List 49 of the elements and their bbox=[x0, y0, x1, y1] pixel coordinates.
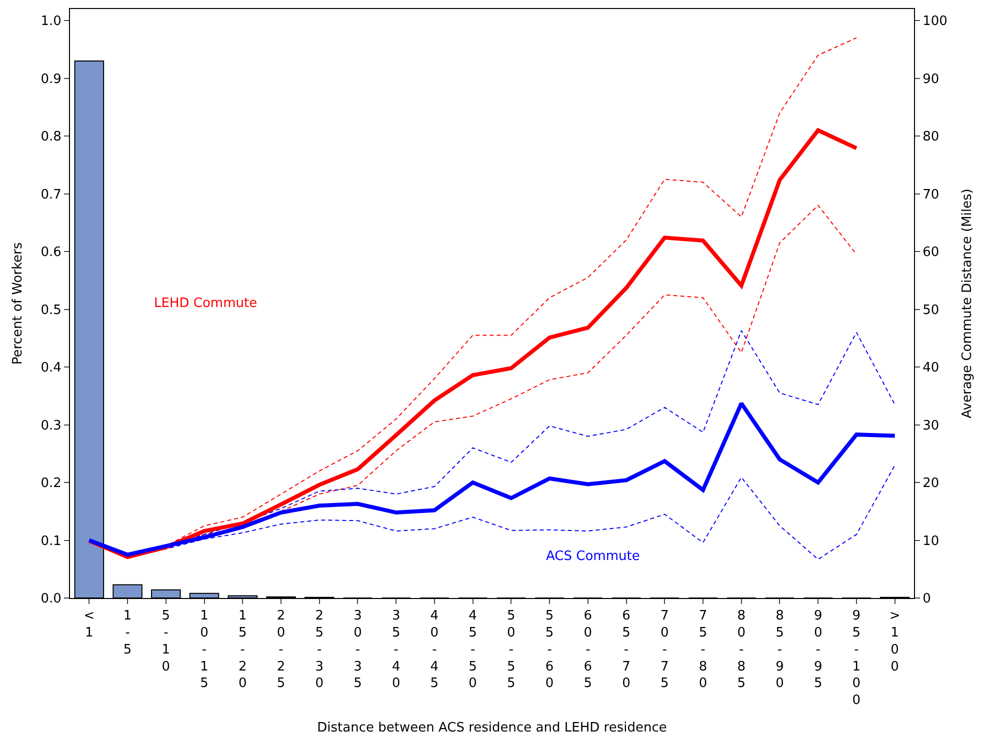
x-tick-label: 10-15 bbox=[200, 608, 208, 692]
x-tick-label: 60-65 bbox=[584, 608, 592, 692]
x-tick-label: 5-10 bbox=[162, 608, 170, 674]
y2-tick-label: 60 bbox=[922, 245, 940, 260]
y2-axis-title: Average Commute Distance (Miles) bbox=[960, 188, 976, 418]
y2-tick-label: 80 bbox=[922, 130, 940, 145]
x-axis-title: Distance between ACS residence and LEHD residence bbox=[317, 720, 667, 736]
text: LEHD Commute bbox=[154, 296, 258, 311]
y2-tick-label: 20 bbox=[922, 476, 940, 492]
x-tick-label: 40-45 bbox=[430, 608, 439, 692]
x-tick-label: 30-35 bbox=[354, 608, 362, 692]
y2-tick-label: 10 bbox=[922, 534, 940, 549]
y-tick-label: 0.2 bbox=[40, 476, 62, 492]
x-tick-label: 70-75 bbox=[660, 608, 669, 692]
y-tick-label: 0.6 bbox=[40, 245, 62, 260]
x-tick-label: 55-60 bbox=[545, 608, 554, 692]
y2-tick-label: 90 bbox=[922, 72, 940, 87]
y-tick-label: 0.3 bbox=[40, 418, 62, 434]
y-tick-label: 0.1 bbox=[40, 534, 62, 549]
y2-tick-label: 0 bbox=[922, 592, 931, 607]
x-tick-label: 80-85 bbox=[737, 608, 746, 692]
x-tick-label: <1 bbox=[84, 608, 95, 640]
x-tick-label: 50-55 bbox=[507, 608, 516, 692]
y2-tick-label: 70 bbox=[922, 187, 940, 202]
y2-tick-label: 50 bbox=[922, 302, 940, 318]
x-tick-label: 75-80 bbox=[698, 608, 708, 692]
y-tick-label: 0.7 bbox=[40, 187, 62, 202]
y2-tick-label: 40 bbox=[922, 360, 940, 376]
y-tick-label: 0.5 bbox=[40, 302, 62, 318]
x-tick-label: 65-70 bbox=[622, 608, 630, 692]
x-tick-label: 85-90 bbox=[776, 608, 784, 692]
x-tick-label: 90-95 bbox=[814, 608, 822, 692]
y-tick-label: 0.0 bbox=[40, 592, 62, 607]
x-tick-label: 25-30 bbox=[315, 608, 324, 692]
x-tick-label: 15-20 bbox=[238, 608, 247, 692]
y-tick-label: 0.9 bbox=[40, 72, 62, 87]
y-axis-title: Percent of Workers bbox=[10, 242, 26, 365]
x-tick-label: 45-50 bbox=[468, 608, 477, 692]
y2-tick-label: 100 bbox=[922, 14, 948, 30]
x-tick-label: 95-100 bbox=[852, 608, 861, 708]
y2-tick-label: 30 bbox=[922, 418, 940, 434]
x-tick-label: 20-25 bbox=[276, 608, 286, 692]
y-tick-label: 0.4 bbox=[40, 360, 62, 376]
text: ACS Commute bbox=[546, 549, 640, 564]
y-tick-label: 0.8 bbox=[40, 130, 62, 145]
y-tick-label: 1.0 bbox=[40, 14, 62, 30]
x-tick-label: 1-5 bbox=[123, 608, 132, 658]
x-tick-label: 35-40 bbox=[392, 608, 400, 692]
x-tick-label: >100 bbox=[889, 608, 900, 674]
